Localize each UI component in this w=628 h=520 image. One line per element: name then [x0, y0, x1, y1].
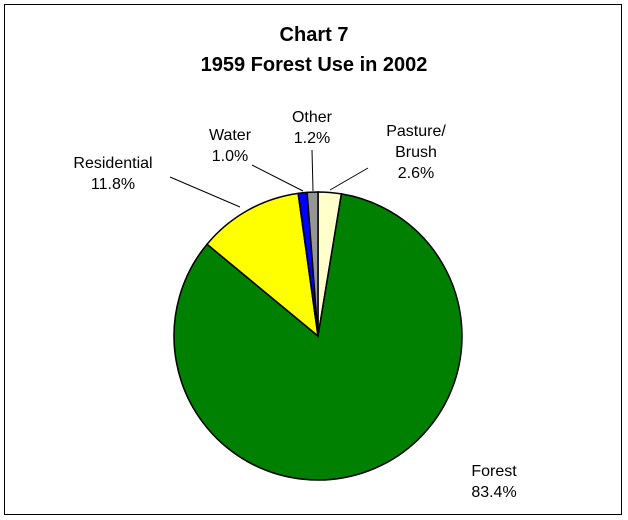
leader-line-other [311, 149, 314, 192]
chart-title: Chart 7 [279, 24, 349, 46]
slice-label-residential: Residential [73, 155, 152, 172]
slice-value-label-water: 1.0% [212, 148, 248, 165]
slice-label-pasture-brush: Brush [395, 144, 437, 161]
pie-slice-residential [205, 192, 320, 338]
slice-label-forest: Forest [471, 463, 517, 480]
slice-value-label-pasture-brush: 2.6% [398, 165, 434, 182]
leader-line-pasture-brush [329, 167, 369, 191]
slice-label-pasture-brush: Pasture/ [386, 123, 446, 140]
chart-subtitle: 1959 Forest Use in 2002 [200, 54, 428, 76]
leader-line-water [251, 164, 304, 192]
slice-value-label-residential: 11.8% [91, 176, 135, 193]
pie-slice-other [306, 191, 319, 337]
pie-slice-forest [173, 193, 463, 481]
slice-label-other: Other [292, 109, 333, 126]
leader-line-residential [169, 176, 241, 208]
slice-value-label-forest: 83.4% [471, 484, 516, 501]
slice-value-label-other: 1.2% [294, 130, 330, 147]
slice-label-water: Water [209, 127, 252, 144]
